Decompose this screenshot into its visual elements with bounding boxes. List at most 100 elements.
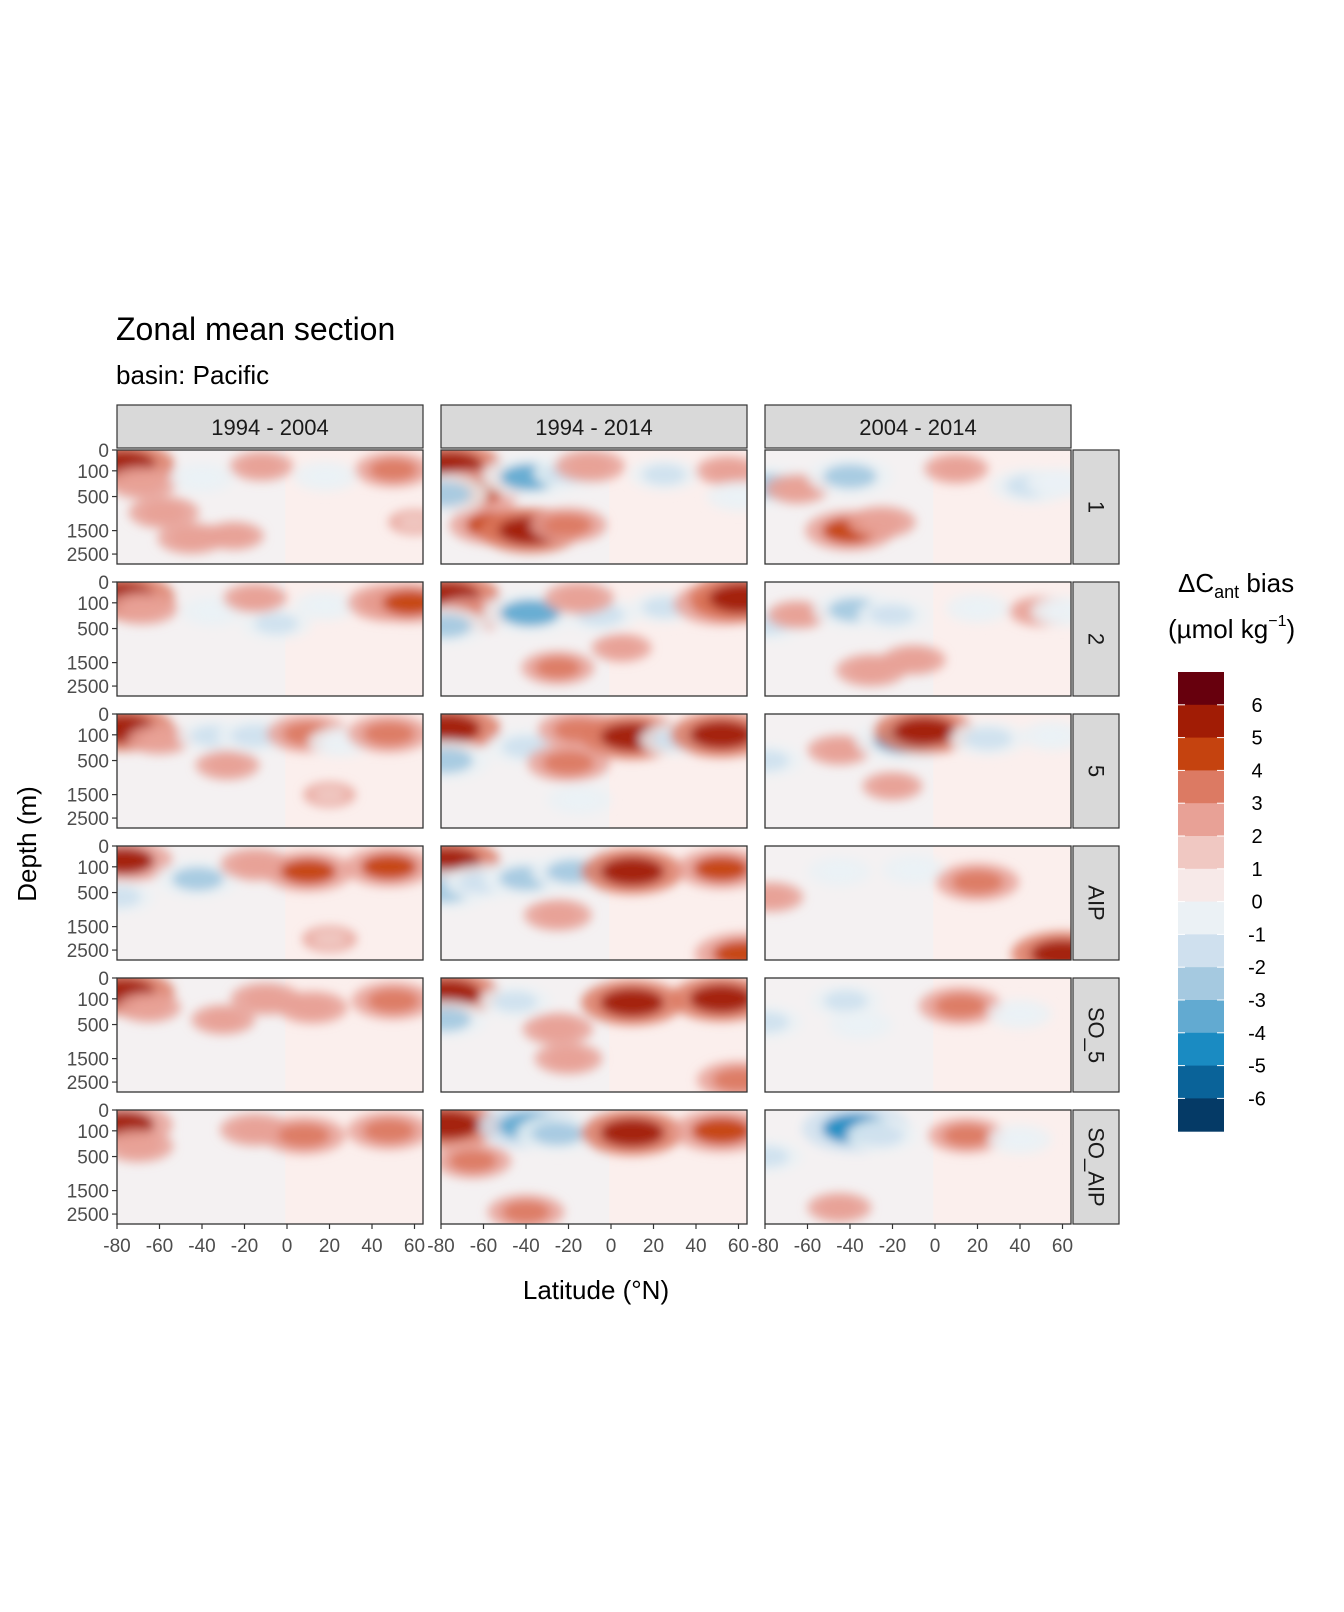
legend-label: -2 bbox=[1248, 957, 1266, 979]
bias-contour bbox=[215, 526, 253, 545]
bias-field bbox=[441, 450, 747, 554]
panel-border bbox=[116, 581, 424, 697]
bias-field bbox=[117, 582, 423, 640]
chart-subtitle: basin: Pacific bbox=[116, 360, 269, 390]
bias-contour bbox=[823, 990, 868, 1011]
bias-contour bbox=[642, 464, 687, 485]
bias-field bbox=[117, 846, 423, 953]
bias-contour bbox=[207, 755, 248, 775]
panel-border bbox=[440, 581, 748, 697]
y-tick-label: 1500 bbox=[67, 918, 109, 939]
bias-contour bbox=[535, 657, 581, 679]
strip-background bbox=[1072, 581, 1120, 697]
y-tick-label: 2500 bbox=[67, 941, 109, 962]
facet-panel bbox=[764, 1109, 1072, 1225]
y-tick-label: 0 bbox=[98, 573, 109, 594]
x-tick-label: -60 bbox=[146, 1236, 173, 1257]
bias-contour bbox=[849, 660, 894, 681]
bias-contour bbox=[957, 598, 998, 618]
panel-border bbox=[116, 449, 424, 565]
column-strip-label: 2004 - 2014 bbox=[859, 415, 976, 440]
y-tick-label: 2500 bbox=[67, 809, 109, 830]
legend-swatch bbox=[1178, 1065, 1224, 1099]
y-tick-label: 1500 bbox=[67, 786, 109, 807]
strip-background bbox=[1072, 845, 1120, 961]
bias-contour bbox=[231, 724, 280, 747]
bias-field bbox=[441, 714, 747, 815]
facet-panel bbox=[440, 977, 748, 1093]
bias-contour bbox=[712, 1068, 747, 1092]
legend-swatch bbox=[1178, 737, 1224, 771]
bias-contour bbox=[363, 1119, 415, 1143]
bias-contour bbox=[1000, 1130, 1040, 1149]
bias-contour bbox=[600, 1118, 665, 1148]
bias-contour bbox=[117, 886, 142, 908]
panel-border bbox=[440, 1109, 748, 1225]
y-tick-label: 100 bbox=[77, 726, 109, 747]
x-tick-label: 20 bbox=[967, 1236, 988, 1257]
bias-contour bbox=[203, 1010, 244, 1030]
bias-contour bbox=[448, 1149, 497, 1172]
bias-contour bbox=[441, 747, 474, 774]
x-tick-label: -40 bbox=[512, 1236, 539, 1257]
x-tick-label: -60 bbox=[794, 1236, 821, 1257]
panel-border bbox=[116, 713, 424, 829]
bias-contour bbox=[280, 858, 337, 885]
bias-contour bbox=[278, 1123, 330, 1148]
bias-contour bbox=[942, 1124, 991, 1147]
legend-unit: (µmol kg−1) bbox=[1168, 613, 1295, 644]
bias-field bbox=[765, 453, 1071, 551]
color-legend: ΔCant bias (µmol kg−1) 6 5 4 3 2 1 0 -1 -2 -3 -4 -5… bbox=[1168, 568, 1295, 1132]
bias-field bbox=[117, 1110, 423, 1163]
legend-swatch bbox=[1178, 868, 1224, 903]
bias-contour bbox=[951, 870, 1004, 894]
strip-background bbox=[1072, 977, 1120, 1093]
y-tick-label: 0 bbox=[98, 441, 109, 462]
x-tick-label: -60 bbox=[470, 1236, 497, 1257]
bias-contour bbox=[873, 777, 912, 796]
bias-contour bbox=[139, 730, 180, 749]
y-tick-label: 500 bbox=[77, 1016, 109, 1037]
bias-contour bbox=[382, 590, 423, 616]
bias-contour bbox=[367, 989, 420, 1013]
bias-contour bbox=[776, 479, 817, 499]
bias-contour bbox=[441, 614, 472, 638]
legend-label: 6 bbox=[1251, 695, 1262, 717]
bias-contour bbox=[170, 528, 213, 549]
facet-panel bbox=[440, 581, 748, 697]
facet-panel bbox=[116, 845, 424, 961]
row-strip-label: SO_5 bbox=[1084, 1007, 1109, 1063]
bias-contour bbox=[361, 854, 417, 880]
y-tick-label: 500 bbox=[77, 620, 109, 641]
bias-contour bbox=[254, 613, 299, 634]
x-tick-label: -40 bbox=[836, 1236, 863, 1257]
bias-contour bbox=[567, 455, 612, 477]
bias-contour bbox=[1030, 939, 1071, 960]
x-tick-label: -80 bbox=[427, 1236, 454, 1257]
bias-contour bbox=[823, 464, 877, 489]
bias-contour bbox=[500, 599, 561, 627]
facet-panel bbox=[116, 581, 424, 697]
panel-border bbox=[116, 845, 424, 961]
facet-panel bbox=[764, 449, 1072, 565]
bias-contour bbox=[870, 604, 915, 626]
legend-label: 3 bbox=[1251, 793, 1262, 815]
row-strip: 5 bbox=[1072, 713, 1120, 829]
y-tick-label: 2500 bbox=[67, 1205, 109, 1226]
row-strip-label: AIP bbox=[1084, 885, 1109, 920]
bias-contour bbox=[120, 598, 165, 619]
x-tick-label: 40 bbox=[361, 1236, 382, 1257]
bias-contour bbox=[691, 1117, 747, 1145]
strip-background bbox=[1072, 449, 1120, 565]
bias-contour bbox=[689, 984, 747, 1014]
legend-swatch bbox=[1178, 1000, 1224, 1034]
panel-border bbox=[440, 845, 748, 961]
bias-contour bbox=[192, 602, 233, 621]
bias-contour bbox=[602, 638, 641, 657]
legend-label: -6 bbox=[1248, 1088, 1266, 1110]
bias-field bbox=[765, 714, 1071, 801]
